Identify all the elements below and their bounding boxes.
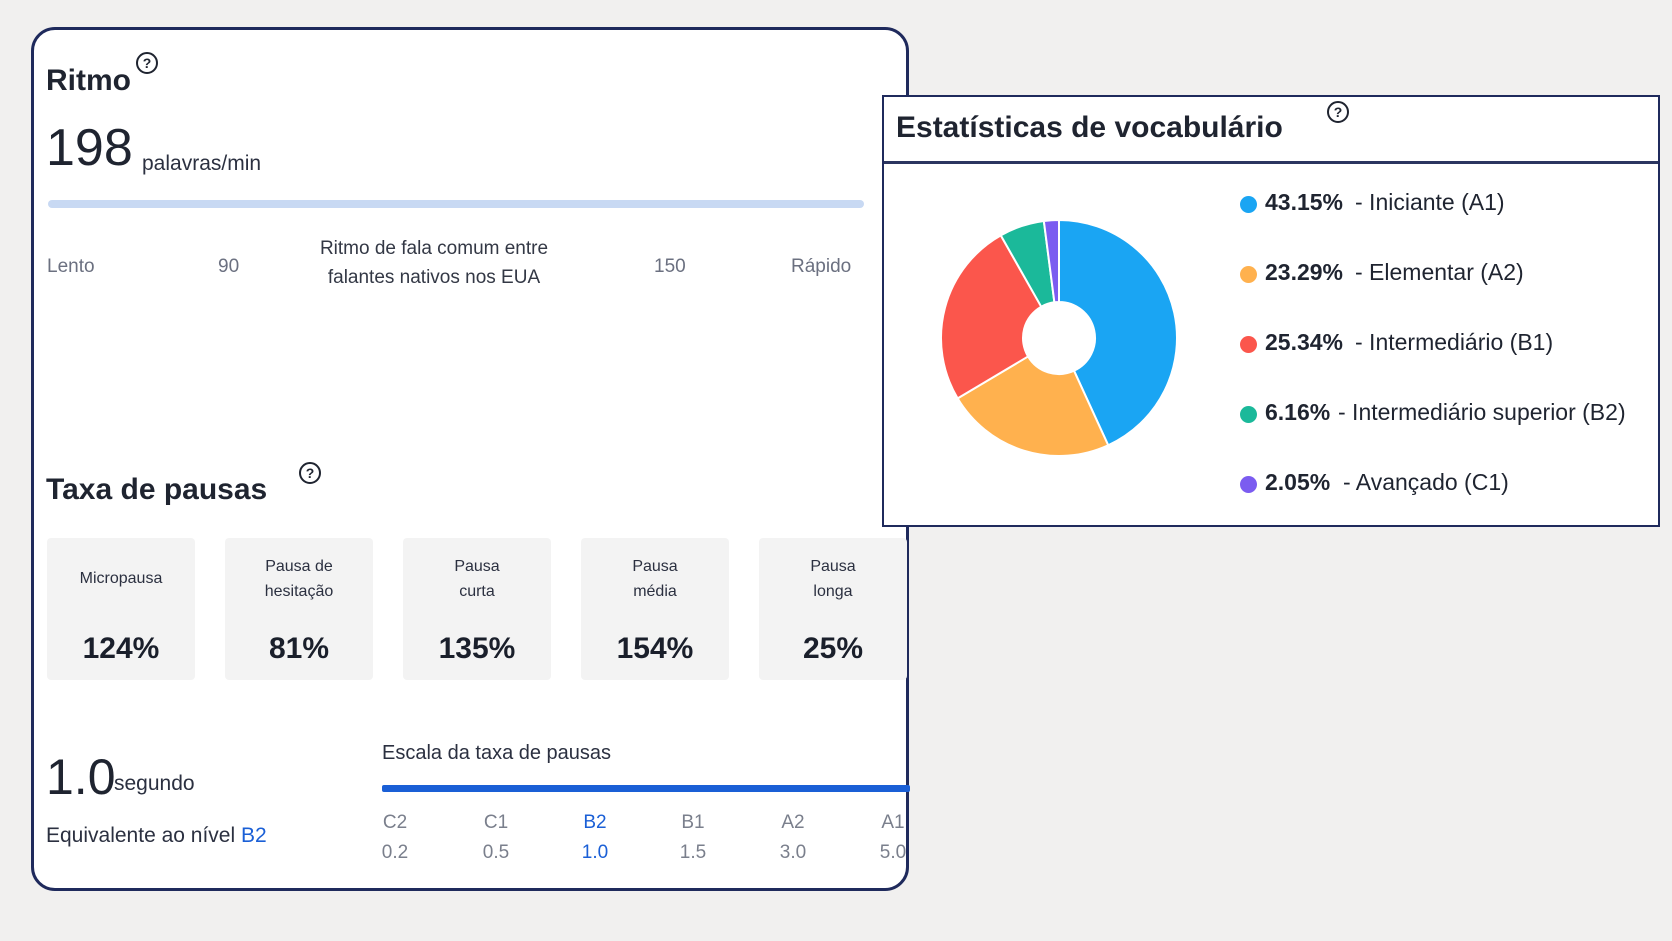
legend-pct-a1: 43.15% <box>1265 189 1344 215</box>
scale-level-c2: C2 <box>382 812 408 833</box>
pace-high-label: 150 <box>654 256 686 277</box>
equivalent-level-text: Equivalente ao nível B2 <box>46 824 267 848</box>
vocab-title: Estatísticas de vocabulário <box>896 111 1283 144</box>
pause-scale-title: Escala da taxa de pausas <box>382 742 612 764</box>
scale-value-c2: 0.2 <box>381 842 409 863</box>
pace-slow-label: Lento <box>47 256 95 277</box>
ritmo-card: Ritmo ? 198 palavras/min Lento 90 Ritmo … <box>31 27 910 891</box>
vocab-card: Estatísticas de vocabulário ? 43.15% - I… <box>882 95 1660 527</box>
legend-pct-a2: 23.29% <box>1265 259 1344 285</box>
pace-native-note: Ritmo de fala comum entre falantes nativ… <box>284 234 584 292</box>
legend-name-c1: - Avançado (C1) <box>1343 469 1509 495</box>
legend-pct-c1: 2.05% <box>1265 469 1331 495</box>
pause-label-line1: Pausa <box>454 558 500 575</box>
scale-level-c1: C1 <box>483 812 509 833</box>
pause-label-line1: Pausa de <box>265 558 333 575</box>
pausas-help-icon[interactable]: ? <box>299 462 321 484</box>
pause-value: 124% <box>82 632 160 665</box>
duration-unit: segundo <box>114 772 195 795</box>
equivalent-label: Equivalente ao nível <box>46 824 236 847</box>
scale-level-a2: A2 <box>781 812 805 833</box>
duration-value: 1.0 <box>46 749 116 805</box>
pausas-title: Taxa de pausas <box>46 473 268 506</box>
pause-value: 81% <box>268 632 330 665</box>
scale-value-a2: 3.0 <box>779 842 807 863</box>
pie-slice-c1[interactable] <box>1042 218 1060 304</box>
legend-dot-b1 <box>1240 336 1257 353</box>
pause-box-curta: Pausa curta 135% <box>403 538 551 680</box>
pause-label: Pausa de hesitação <box>225 554 373 604</box>
pie-slice-b1[interactable] <box>940 233 1043 400</box>
scale-value-c1: 0.5 <box>482 842 510 863</box>
legend-dot-a1 <box>1240 196 1257 213</box>
scale-level-b1: B1 <box>681 812 705 833</box>
pause-value: 25% <box>802 632 864 665</box>
pace-native-line2: falantes nativos nos EUA <box>327 267 541 288</box>
vocab-donut-chart <box>940 218 1178 457</box>
legend-name-a2: - Elementar (A2) <box>1355 259 1524 285</box>
pause-label-line2: hesitação <box>264 583 334 600</box>
pace-fast-label: Rápido <box>791 256 852 277</box>
equivalent-level-badge: B2 <box>240 824 267 847</box>
legend-name-b1: - Intermediário (B1) <box>1355 329 1554 355</box>
pace-native-line1: Ritmo de fala comum entre <box>319 238 549 259</box>
pause-label: Pausa longa <box>759 554 907 604</box>
pace-bar <box>48 200 864 208</box>
pie-slice-a2[interactable] <box>956 355 1110 457</box>
ritmo-value: 198 <box>46 119 133 177</box>
pause-label-line2: média <box>633 583 677 600</box>
pause-label-line2: curta <box>459 583 495 600</box>
pause-label: Pausa média <box>581 554 729 604</box>
pause-scale-bar <box>382 785 910 792</box>
ritmo-help-icon[interactable]: ? <box>136 52 158 74</box>
legend-dot-a2 <box>1240 266 1257 283</box>
pause-box-micropausa: Micropausa 124% <box>47 538 195 680</box>
scale-value-a1: 5.0 <box>879 842 907 863</box>
vocab-header: Estatísticas de vocabulário ? <box>884 97 1658 164</box>
pause-label: Micropausa <box>79 570 163 587</box>
legend-name-a1: - Iniciante (A1) <box>1355 189 1505 215</box>
scale-value-b1: 1.5 <box>679 842 707 863</box>
scale-level-b2: B2 <box>583 812 607 833</box>
ritmo-unit: palavras/min <box>142 152 262 175</box>
pause-label-line2: longa <box>813 583 853 600</box>
legend-pct-b2: 6.16% <box>1265 399 1331 425</box>
legend-name-b2: - Intermediário superior (B2) <box>1338 399 1626 425</box>
pause-label-line1: Pausa <box>810 558 856 575</box>
pause-label-line1: Pausa <box>632 558 678 575</box>
pause-label: Pausa curta <box>403 554 551 604</box>
legend-pct-b1: 25.34% <box>1265 329 1344 355</box>
pause-box-hesitacao: Pausa de hesitação 81% <box>225 538 373 680</box>
pause-box-media: Pausa média 154% <box>581 538 729 680</box>
legend-dot-b2 <box>1240 406 1257 423</box>
pace-low-label: 90 <box>218 256 240 277</box>
legend-dot-c1 <box>1240 476 1257 493</box>
scale-value-b2: 1.0 <box>581 842 609 863</box>
pause-value: 135% <box>438 632 516 665</box>
pause-value: 154% <box>616 632 694 665</box>
pie-slice-a1[interactable] <box>1058 218 1178 447</box>
scale-level-a1: A1 <box>881 812 905 833</box>
vocab-help-icon[interactable]: ? <box>1327 101 1349 123</box>
ritmo-title: Ritmo <box>46 64 131 97</box>
pause-box-longa: Pausa longa 25% <box>759 538 907 680</box>
